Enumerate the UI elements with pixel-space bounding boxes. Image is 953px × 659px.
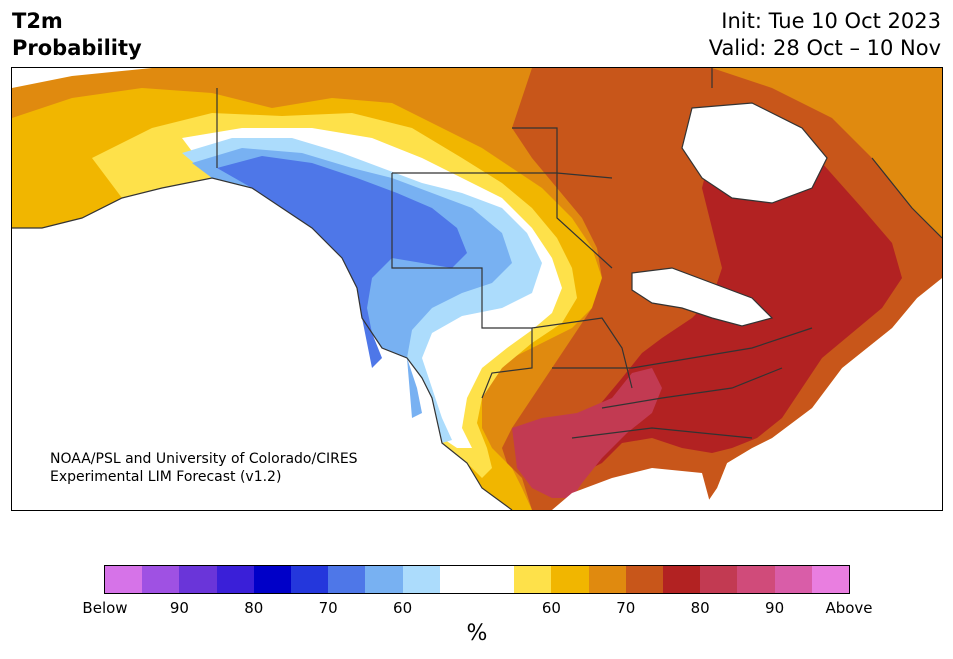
- colorbar-swatch: [253, 566, 292, 593]
- colorbar-swatch: [477, 566, 515, 593]
- great-lakes: [632, 268, 772, 326]
- colorbar-swatch: [402, 566, 440, 593]
- colorbar-swatch: [663, 566, 701, 593]
- forecast-dates: Init: Tue 10 Oct 2023 Valid: 28 Oct – 10…: [709, 8, 941, 62]
- colorbar-swatch: [328, 566, 366, 593]
- colorbar-swatch: [551, 566, 589, 593]
- hudson-bay: [682, 103, 827, 203]
- colorbar-swatch: [179, 566, 217, 593]
- warm-crimson-south: [512, 368, 662, 498]
- colorbar-swatch: [142, 566, 180, 593]
- colorbar-swatch: [291, 566, 329, 593]
- colorbar-tick-label: 80: [690, 599, 710, 617]
- valid-range: Valid: 28 Oct – 10 Nov: [708, 36, 941, 60]
- colorbar-tick-label: 90: [765, 599, 785, 617]
- colorbar-tick-label: 90: [169, 599, 189, 617]
- gulf-of-mexico: [552, 468, 712, 510]
- colorbar-tick-label: 70: [616, 599, 636, 617]
- cold-blue: [217, 156, 467, 368]
- colorbar-swatch: [625, 566, 664, 593]
- colorbar-tick-label: 60: [541, 599, 561, 617]
- variable-label: T2m: [12, 9, 63, 33]
- colorbar-swatch: [105, 566, 143, 593]
- map-title: T2m Probability: [12, 8, 142, 62]
- init-date: Init: Tue 10 Oct 2023: [721, 9, 941, 33]
- colorbar-tick-label: 70: [318, 599, 338, 617]
- map-svg: NOAA/PSL and University of Colorado/CIRE…: [12, 68, 942, 510]
- borders: [12, 68, 942, 510]
- colorbar-swatch: [811, 566, 850, 593]
- colorbar-swatch: [774, 566, 812, 593]
- colorbar-tick-label: Above: [825, 599, 873, 617]
- colorbar: [104, 565, 850, 594]
- colorbar-swatch: [588, 566, 626, 593]
- colorbar-tick-label: Below: [82, 599, 128, 617]
- product-label: Probability: [12, 36, 142, 60]
- credit-line-2: Experimental LIM Forecast (v1.2): [50, 469, 281, 485]
- probability-map: NOAA/PSL and University of Colorado/CIRE…: [11, 67, 943, 511]
- colorbar-swatch: [514, 566, 552, 593]
- credit-line-1: NOAA/PSL and University of Colorado/CIRE…: [50, 451, 358, 467]
- colorbar-swatch: [365, 566, 403, 593]
- colorbar-swatch: [700, 566, 738, 593]
- colorbar-swatch: [439, 566, 478, 593]
- colorbar-tick-label: 60: [393, 599, 413, 617]
- colorbar-tick-label: 80: [244, 599, 264, 617]
- colorbar-swatch: [737, 566, 775, 593]
- colorbar-unit: %: [466, 621, 488, 646]
- colorbar-swatch: [216, 566, 254, 593]
